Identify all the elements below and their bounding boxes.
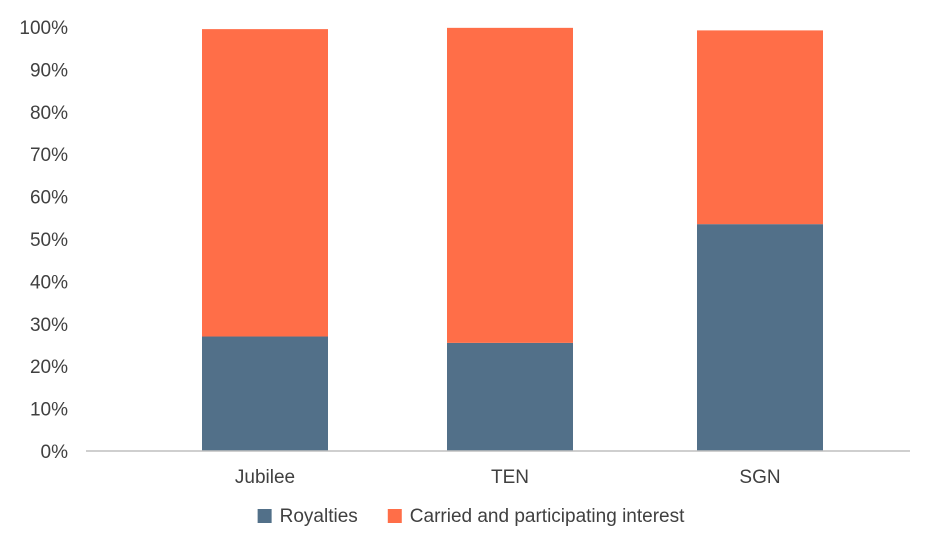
bar-segment-royalties (447, 342, 573, 451)
bars-group (202, 27, 823, 451)
y-axis: 0% 10% 20% 30% 40% 50% 60% 70% 80% 90% 100% (19, 18, 68, 463)
bar-segment-royalties (202, 336, 328, 451)
bar-segment-carried-interest (697, 30, 823, 225)
legend-label-royalties: Royalties (280, 506, 358, 527)
x-category-label: TEN (491, 467, 529, 488)
y-tick-label: 30% (30, 315, 68, 336)
legend-swatch-carried-interest (387, 509, 402, 523)
bar-segment-carried-interest (447, 27, 573, 343)
y-tick-label: 40% (30, 272, 68, 293)
y-tick-label: 60% (30, 188, 68, 209)
y-tick-label: 20% (30, 357, 68, 378)
bar-segment-royalties (697, 224, 823, 451)
x-axis: Jubilee TEN SGN (235, 467, 781, 488)
y-tick-label: 70% (30, 145, 68, 166)
y-tick-label: 10% (30, 400, 68, 421)
bar-segment-carried-interest (202, 29, 328, 337)
x-category-label: SGN (739, 467, 780, 488)
y-tick-label: 50% (30, 230, 68, 251)
y-tick-label: 100% (19, 18, 68, 39)
x-category-label: Jubilee (235, 467, 295, 488)
y-tick-label: 0% (41, 442, 69, 463)
y-tick-label: 80% (30, 103, 68, 124)
legend-label-carried-interest: Carried and participating interest (410, 506, 685, 527)
y-tick-label: 90% (30, 60, 68, 81)
legend: Royalties Carried and participating inter… (257, 506, 685, 527)
legend-swatch-royalties (257, 509, 272, 523)
